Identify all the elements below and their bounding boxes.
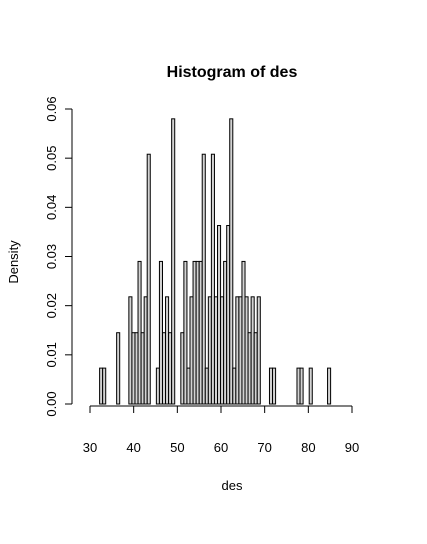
x-axis-label: des [222,478,243,493]
bars-group [99,118,332,405]
y-tick-label: 0.05 [44,146,59,171]
x-tick-label: 30 [83,440,97,455]
y-axis: 0.00 0.01 0.02 0.03 0.04 0.05 0.06 [44,96,73,417]
y-tick-label: 0.02 [44,293,59,318]
histogram-bar-33 [229,118,234,405]
x-tick-label: 80 [301,440,315,455]
histogram-bar-44 [272,367,277,405]
histogram-bar-16 [171,118,176,405]
histogram-bar-48 [327,367,332,405]
histogram-bar-27 [210,153,215,405]
histogram-bar-46 [299,367,304,405]
x-axis: 30 40 50 60 70 80 90 [83,405,359,455]
histogram-bar-9 [146,153,151,405]
x-tick-label: 70 [257,440,271,455]
histogram-bar-1 [102,367,107,405]
x-tick-label: 40 [126,440,140,455]
histogram-bar-47 [308,367,313,405]
x-tick-label: 60 [214,440,228,455]
y-tick-label: 0.06 [44,96,59,121]
x-tick-label: 90 [345,440,359,455]
histogram-bar-18 [183,260,188,405]
y-axis-label: Density [6,240,21,284]
x-tick-label: 50 [170,440,184,455]
histogram-bar-2 [116,332,121,405]
histogram-bar-24 [201,153,206,405]
chart-title: Histogram of des [167,64,298,81]
y-tick-label: 0.03 [44,244,59,269]
y-tick-label: 0.04 [44,195,59,220]
y-tick-label: 0.01 [44,342,59,367]
histogram-bar-42 [256,296,261,405]
y-tick-label: 0.00 [44,391,59,416]
